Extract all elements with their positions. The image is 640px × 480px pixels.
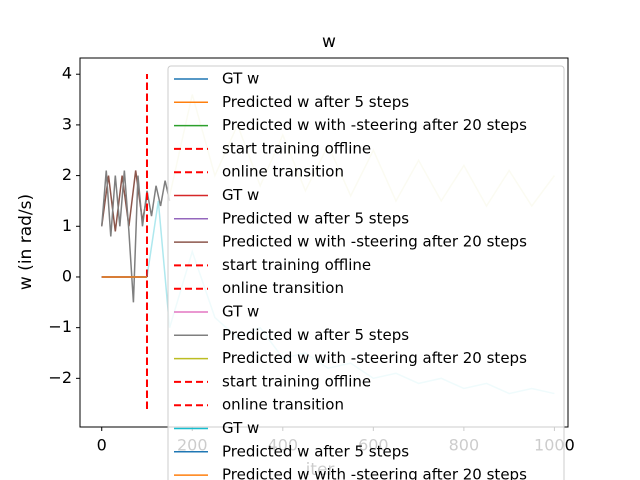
legend-label: online transition xyxy=(222,396,344,414)
x-tick-label: 0 xyxy=(97,436,107,455)
y-tick-label: 2 xyxy=(62,165,72,184)
legend-label: Predicted w after 5 steps xyxy=(222,209,409,227)
legend-label: start training offline xyxy=(222,372,371,390)
legend-label: Predicted w with -steering after 20 step… xyxy=(222,349,527,367)
y-tick-label: 1 xyxy=(62,216,72,235)
y-tick-label: 4 xyxy=(62,64,72,83)
y-tick-label: 3 xyxy=(62,114,72,133)
legend-label: GT w xyxy=(222,303,259,321)
y-tick-label: −2 xyxy=(48,368,72,387)
legend-label: Predicted w after 5 steps xyxy=(222,442,409,460)
legend-label: Predicted w with -steering after 20 step… xyxy=(222,116,527,134)
legend-label: GT w xyxy=(222,70,259,88)
legend-label: start training offline xyxy=(222,139,371,157)
chart-title: w xyxy=(322,32,336,52)
legend-box xyxy=(167,65,565,480)
legend-label: Predicted w with -steering after 20 step… xyxy=(222,466,527,480)
series-line xyxy=(100,170,171,303)
legend-label: online transition xyxy=(222,279,344,297)
y-tick-label: 0 xyxy=(62,266,72,285)
legend-label: Predicted w with -steering after 20 step… xyxy=(222,233,527,251)
legend-label: start training offline xyxy=(222,256,371,274)
legend-label: Predicted w after 5 steps xyxy=(222,326,409,344)
legend-label: GT w xyxy=(222,186,259,204)
legend-label: online transition xyxy=(222,163,344,181)
legend-label: GT w xyxy=(222,419,259,437)
y-axis-label: w (in rad/s) xyxy=(16,194,36,290)
y-tick-label: −1 xyxy=(48,317,72,336)
legend-label: Predicted w after 5 steps xyxy=(222,93,409,111)
